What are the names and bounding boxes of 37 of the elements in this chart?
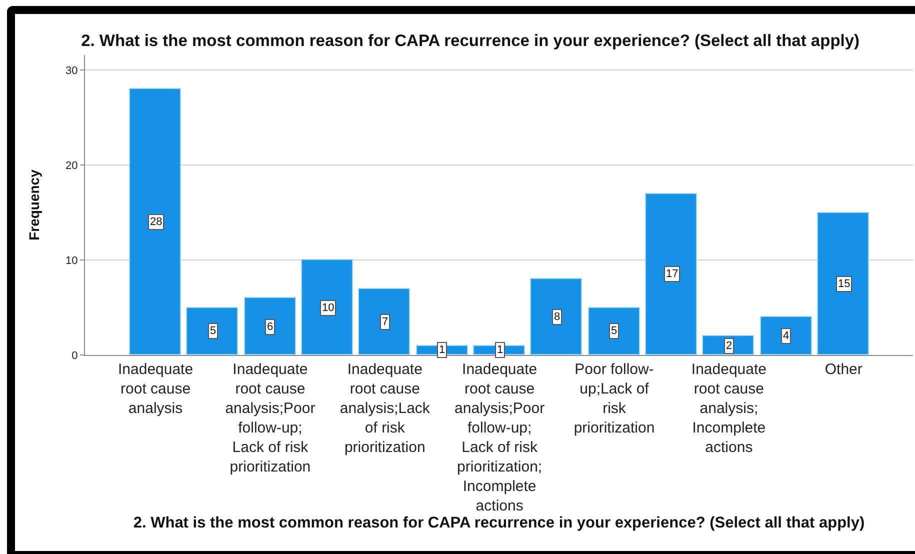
data-label: 4: [783, 330, 790, 342]
x-tick-label: Other: [824, 361, 862, 378]
y-tick-label: 30: [66, 65, 78, 78]
bar: [186, 307, 238, 355]
bar: [530, 278, 582, 355]
bar: [244, 297, 296, 355]
x-tick-label: Inadequate root cause analysis;Poor follow-up; Lack of risk prioritization; Incomplete actions: [454, 361, 545, 514]
y-tick-label: 20: [66, 160, 78, 172]
x-tick-label: Inadequate root cause analysis;Poor follow-up; Lack of risk prioritization: [225, 361, 316, 476]
x-tick-label: Inadequate root cause analysis;Lack of risk prioritization: [340, 361, 430, 456]
bar: [760, 316, 812, 355]
x-tick-label: Inadequate root cause analysis: [118, 361, 194, 417]
data-label: 7: [382, 316, 388, 328]
y-tick-label: 10: [66, 254, 78, 267]
bar: [817, 212, 869, 355]
bar: [358, 288, 410, 355]
chart-title: 2. What is the most common reason for CAPA recurrence in your experience? (Select all that apply): [81, 32, 860, 50]
data-label: 6: [267, 321, 274, 333]
bar: [588, 307, 640, 355]
y-axis-title: Frequency: [26, 169, 42, 240]
data-label: 2: [726, 340, 732, 352]
data-label: 28: [150, 216, 162, 228]
data-label: 5: [611, 325, 618, 337]
data-label: 1: [497, 344, 504, 356]
data-label: 10: [322, 302, 334, 314]
data-label: 1: [439, 344, 446, 356]
x-axis-title: 2. What is the most common reason for CAPA recurrence in your experience? (Select all that apply): [133, 514, 865, 532]
bar: [645, 193, 697, 355]
data-label: 5: [210, 325, 216, 337]
bar: [129, 88, 181, 355]
data-label: 8: [554, 311, 560, 323]
x-tick-label: Poor follow-up;Lack of risk prioritization: [574, 361, 655, 436]
data-label: 17: [666, 268, 678, 280]
y-tick-label: 0: [72, 350, 78, 362]
x-tick-label: Inadequate root cause analysis; Incomplete actions: [691, 361, 766, 456]
bar: [301, 259, 353, 355]
data-label: 15: [838, 278, 850, 290]
